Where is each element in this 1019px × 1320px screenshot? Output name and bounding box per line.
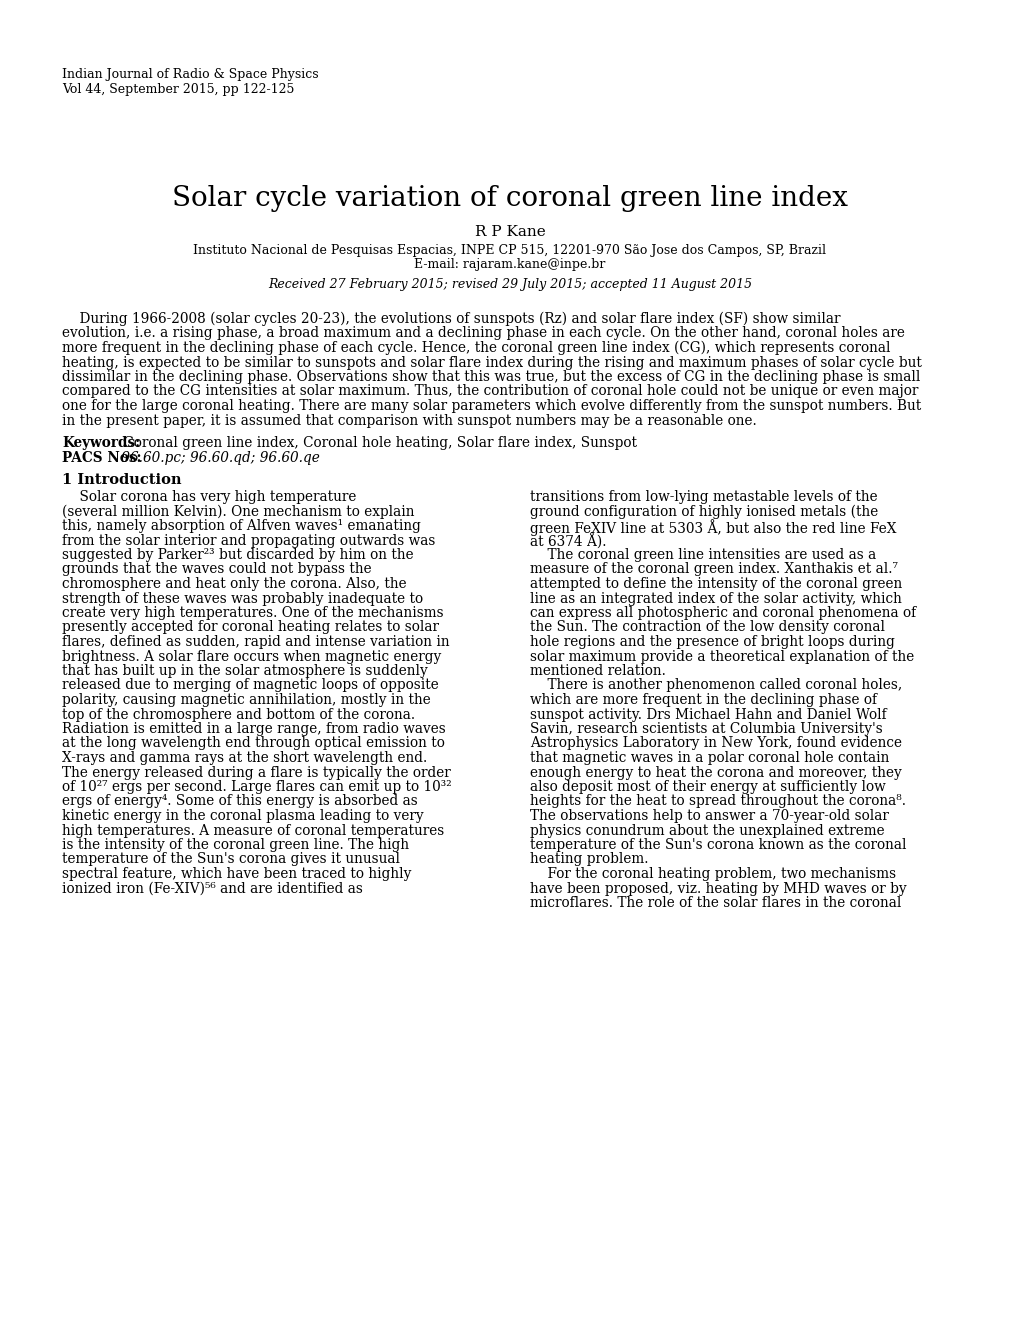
Text: this, namely absorption of Alfven waves¹ emanating: this, namely absorption of Alfven waves¹…: [62, 519, 421, 533]
Text: evolution, i.e. a rising phase, a broad maximum and a declining phase in each cy: evolution, i.e. a rising phase, a broad …: [62, 326, 904, 341]
Text: Vol 44, September 2015, pp 122-125: Vol 44, September 2015, pp 122-125: [62, 83, 294, 96]
Text: kinetic energy in the coronal plasma leading to very: kinetic energy in the coronal plasma lea…: [62, 809, 423, 822]
Text: The coronal green line intensities are used as a: The coronal green line intensities are u…: [530, 548, 875, 562]
Text: temperature of the Sun's corona gives it unusual: temperature of the Sun's corona gives it…: [62, 853, 399, 866]
Text: the Sun. The contraction of the low density coronal: the Sun. The contraction of the low dens…: [530, 620, 884, 635]
Text: attempted to define the intensity of the coronal green: attempted to define the intensity of the…: [530, 577, 902, 591]
Text: heating problem.: heating problem.: [530, 853, 648, 866]
Text: that magnetic waves in a polar coronal hole contain: that magnetic waves in a polar coronal h…: [530, 751, 889, 766]
Text: The energy released during a flare is typically the order: The energy released during a flare is ty…: [62, 766, 450, 780]
Text: suggested by Parker²³ but discarded by him on the: suggested by Parker²³ but discarded by h…: [62, 548, 414, 562]
Text: Instituto Nacional de Pesquisas Espacias, INPE CP 515, 12201-970 São Jose dos Ca: Instituto Nacional de Pesquisas Espacias…: [194, 244, 825, 257]
Text: physics conundrum about the unexplained extreme: physics conundrum about the unexplained …: [530, 824, 883, 837]
Text: microflares. The role of the solar flares in the coronal: microflares. The role of the solar flare…: [530, 896, 901, 909]
Text: PACS Nos:: PACS Nos:: [62, 451, 142, 465]
Text: in the present paper, it is assumed that comparison with sunspot numbers may be : in the present paper, it is assumed that…: [62, 413, 756, 428]
Text: flares, defined as sudden, rapid and intense variation in: flares, defined as sudden, rapid and int…: [62, 635, 449, 649]
Text: top of the chromosphere and bottom of the corona.: top of the chromosphere and bottom of th…: [62, 708, 415, 722]
Text: brightness. A solar flare occurs when magnetic energy: brightness. A solar flare occurs when ma…: [62, 649, 441, 664]
Text: is the intensity of the coronal green line. The high: is the intensity of the coronal green li…: [62, 838, 409, 851]
Text: For the coronal heating problem, two mechanisms: For the coronal heating problem, two mec…: [530, 867, 896, 880]
Text: from the solar interior and propagating outwards was: from the solar interior and propagating …: [62, 533, 435, 548]
Text: Savin, research scientists at Columbia University's: Savin, research scientists at Columbia U…: [530, 722, 881, 737]
Text: line as an integrated index of the solar activity, which: line as an integrated index of the solar…: [530, 591, 901, 606]
Text: strength of these waves was probably inadequate to: strength of these waves was probably ina…: [62, 591, 423, 606]
Text: R P Kane: R P Kane: [474, 224, 545, 239]
Text: Solar corona has very high temperature: Solar corona has very high temperature: [62, 490, 356, 504]
Text: Keywords:: Keywords:: [62, 436, 140, 450]
Text: compared to the CG intensities at solar maximum. Thus, the contribution of coron: compared to the CG intensities at solar …: [62, 384, 917, 399]
Text: temperature of the Sun's corona known as the coronal: temperature of the Sun's corona known as…: [530, 838, 906, 851]
Text: E-mail: rajaram.kane@inpe.br: E-mail: rajaram.kane@inpe.br: [414, 257, 605, 271]
Text: dissimilar in the declining phase. Observations show that this was true, but the: dissimilar in the declining phase. Obser…: [62, 370, 919, 384]
Text: (several million Kelvin). One mechanism to explain: (several million Kelvin). One mechanism …: [62, 504, 414, 519]
Text: 1 Introduction: 1 Introduction: [62, 473, 181, 487]
Text: hole regions and the presence of bright loops during: hole regions and the presence of bright …: [530, 635, 894, 649]
Text: measure of the coronal green index. Xanthakis et al.⁷: measure of the coronal green index. Xant…: [530, 562, 897, 577]
Text: Received 27 February 2015; revised 29 July 2015; accepted 11 August 2015: Received 27 February 2015; revised 29 Ju…: [268, 279, 751, 290]
Text: ionized iron (Fe-XIV)⁵⁶ and are identified as: ionized iron (Fe-XIV)⁵⁶ and are identifi…: [62, 882, 363, 895]
Text: have been proposed, viz. heating by MHD waves or by: have been proposed, viz. heating by MHD …: [530, 882, 906, 895]
Text: During 1966-2008 (solar cycles 20-23), the evolutions of sunspots (Rz) and solar: During 1966-2008 (solar cycles 20-23), t…: [62, 312, 840, 326]
Text: which are more frequent in the declining phase of: which are more frequent in the declining…: [530, 693, 876, 708]
Text: at the long wavelength end through optical emission to: at the long wavelength end through optic…: [62, 737, 444, 751]
Text: There is another phenomenon called coronal holes,: There is another phenomenon called coron…: [530, 678, 902, 693]
Text: Indian Journal of Radio & Space Physics: Indian Journal of Radio & Space Physics: [62, 69, 318, 81]
Text: presently accepted for coronal heating relates to solar: presently accepted for coronal heating r…: [62, 620, 438, 635]
Text: ground configuration of highly ionised metals (the: ground configuration of highly ionised m…: [530, 504, 877, 519]
Text: more frequent in the declining phase of each cycle. Hence, the coronal green lin: more frequent in the declining phase of …: [62, 341, 890, 355]
Text: The observations help to answer a 70-year-old solar: The observations help to answer a 70-yea…: [530, 809, 888, 822]
Text: Astrophysics Laboratory in New York, found evidence: Astrophysics Laboratory in New York, fou…: [530, 737, 901, 751]
Text: Radiation is emitted in a large range, from radio waves: Radiation is emitted in a large range, f…: [62, 722, 445, 737]
Text: spectral feature, which have been traced to highly: spectral feature, which have been traced…: [62, 867, 411, 880]
Text: at 6374 Å).: at 6374 Å).: [530, 533, 606, 549]
Text: polarity, causing magnetic annihilation, mostly in the: polarity, causing magnetic annihilation,…: [62, 693, 430, 708]
Text: that has built up in the solar atmosphere is suddenly: that has built up in the solar atmospher…: [62, 664, 427, 678]
Text: Solar cycle variation of coronal green line index: Solar cycle variation of coronal green l…: [172, 185, 847, 213]
Text: 96.60.pc; 96.60.qd; 96.60.qe: 96.60.pc; 96.60.qd; 96.60.qe: [117, 451, 320, 465]
Text: also deposit most of their energy at sufficiently low: also deposit most of their energy at suf…: [530, 780, 884, 795]
Text: of 10²⁷ ergs per second. Large flares can emit up to 10³²: of 10²⁷ ergs per second. Large flares ca…: [62, 780, 451, 795]
Text: heating, is expected to be similar to sunspots and solar flare index during the : heating, is expected to be similar to su…: [62, 355, 921, 370]
Text: enough energy to heat the corona and moreover, they: enough energy to heat the corona and mor…: [530, 766, 901, 780]
Text: ergs of energy⁴. Some of this energy is absorbed as: ergs of energy⁴. Some of this energy is …: [62, 795, 418, 808]
Text: mentioned relation.: mentioned relation.: [530, 664, 665, 678]
Text: Coronal green line index, Coronal hole heating, Solar flare index, Sunspot: Coronal green line index, Coronal hole h…: [119, 436, 637, 450]
Text: heights for the heat to spread throughout the corona⁸.: heights for the heat to spread throughou…: [530, 795, 905, 808]
Text: create very high temperatures. One of the mechanisms: create very high temperatures. One of th…: [62, 606, 443, 620]
Text: grounds that the waves could not bypass the: grounds that the waves could not bypass …: [62, 562, 371, 577]
Text: transitions from low-lying metastable levels of the: transitions from low-lying metastable le…: [530, 490, 876, 504]
Text: X-rays and gamma rays at the short wavelength end.: X-rays and gamma rays at the short wavel…: [62, 751, 427, 766]
Text: sunspot activity. Drs Michael Hahn and Daniel Wolf: sunspot activity. Drs Michael Hahn and D…: [530, 708, 886, 722]
Text: green FeXIV line at 5303 Å, but also the red line FeX: green FeXIV line at 5303 Å, but also the…: [530, 519, 896, 536]
Text: high temperatures. A measure of coronal temperatures: high temperatures. A measure of coronal …: [62, 824, 444, 837]
Text: one for the large coronal heating. There are many solar parameters which evolve : one for the large coronal heating. There…: [62, 399, 920, 413]
Text: chromosphere and heat only the corona. Also, the: chromosphere and heat only the corona. A…: [62, 577, 407, 591]
Text: released due to merging of magnetic loops of opposite: released due to merging of magnetic loop…: [62, 678, 438, 693]
Text: solar maximum provide a theoretical explanation of the: solar maximum provide a theoretical expl…: [530, 649, 913, 664]
Text: can express all photospheric and coronal phenomena of: can express all photospheric and coronal…: [530, 606, 915, 620]
